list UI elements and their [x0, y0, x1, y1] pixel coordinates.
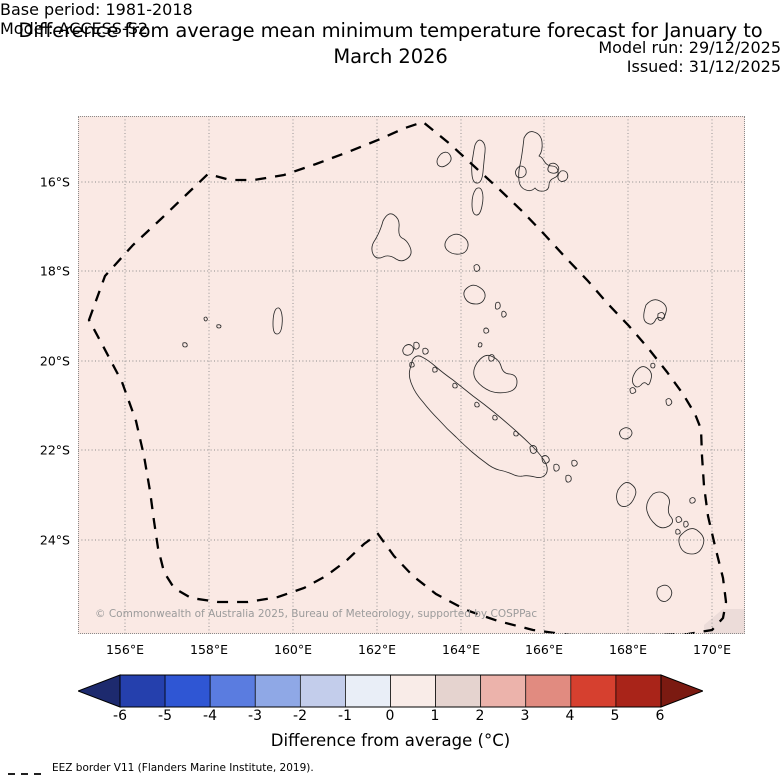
colorbar-axis-label: Difference from average (°C) — [270, 731, 511, 750]
coastline-vanuatu — [371, 131, 569, 394]
cbtick-label-3: 3 — [520, 708, 530, 724]
copyright-text: © Commonwealth of Australia 2025, Bureau… — [95, 608, 538, 620]
eez-border — [87, 120, 728, 634]
xtick-label-170e: 170°E — [692, 642, 732, 657]
contour-region-1to2 — [704, 609, 745, 634]
ytick-label-18s: 18°S — [39, 263, 70, 279]
colorbar-segment — [480, 674, 527, 708]
model-text: Model: ACCESS-S2 — [0, 19, 149, 38]
coastline-western-reefs — [182, 307, 283, 348]
base-period-text: Base period: 1981-2018 — [0, 0, 193, 19]
cbtick-label-2: 2 — [475, 708, 485, 724]
cbtick-label-1: 1 — [430, 708, 440, 724]
cbtick-label--1: -1 — [338, 708, 352, 724]
cbtick-label--6: -6 — [113, 708, 127, 724]
xtick-label-160e: 160°E — [273, 642, 313, 657]
xtick-label-162e: 162°E — [357, 642, 397, 657]
colorbar-arrow-over — [660, 674, 703, 708]
cbtick-label-4: 4 — [565, 708, 575, 724]
colorbar-segment — [570, 674, 617, 708]
map-gridlines — [78, 116, 745, 634]
coastline-loyalty-islands — [616, 482, 705, 603]
xtick-label-158e: 158°E — [189, 642, 229, 657]
model-run-text: Model run: 29/12/2025 — [598, 38, 781, 57]
colorbar — [78, 674, 703, 708]
cbtick-label-6: 6 — [655, 708, 665, 724]
colorbar-segment — [435, 674, 482, 708]
metadata-right: Model run: 29/12/2025 Issued: 31/12/2025 — [0, 38, 781, 76]
colorbar-arrow-under — [78, 674, 121, 708]
footer-text: EEZ border V11 (Flanders Marine Institut… — [52, 762, 314, 774]
colorbar-segment — [390, 674, 436, 708]
xtick-label-168e: 168°E — [608, 642, 648, 657]
xtick-label-164e: 164°E — [441, 642, 481, 657]
colorbar-segment — [254, 674, 301, 708]
colorbar-segment — [119, 674, 166, 708]
ytick-label-16s: 16°S — [39, 174, 70, 190]
cbtick-label-5: 5 — [610, 708, 620, 724]
dashed-line-icon — [8, 773, 46, 775]
coastline-new-caledonia — [402, 341, 578, 483]
colorbar-segment — [525, 674, 572, 708]
xtick-label-166e: 166°E — [524, 642, 564, 657]
colorbar-graphics — [78, 674, 703, 708]
cbtick-label--5: -5 — [158, 708, 172, 724]
map-plot-area: © Commonwealth of Australia 2025, Bureau… — [78, 116, 745, 634]
ytick-label-20s: 20°S — [39, 353, 70, 369]
issued-text: Issued: 31/12/2025 — [626, 57, 781, 76]
colorbar-segment — [164, 674, 211, 708]
xtick-label-156e: 156°E — [105, 642, 145, 657]
cbtick-label--4: -4 — [203, 708, 217, 724]
cbtick-label--2: -2 — [293, 708, 307, 724]
cbtick-label-0: 0 — [385, 708, 395, 724]
colorbar-segment — [299, 674, 346, 708]
footer-legend: EEZ border V11 (Flanders Marine Institut… — [8, 762, 314, 775]
cbtick-label--3: -3 — [248, 708, 262, 724]
page-title: Difference from average mean minimum tem… — [18, 19, 763, 68]
colorbar-segment — [615, 674, 662, 708]
ytick-label-22s: 22°S — [39, 442, 70, 458]
metadata-left: Base period: 1981-2018 Model: ACCESS-S2 — [0, 0, 781, 38]
map-graphics — [78, 116, 745, 634]
eez-dash-icon — [8, 767, 46, 775]
colorbar-segment — [345, 674, 391, 708]
colorbar-outline — [119, 674, 662, 708]
colorbar-segment — [209, 674, 256, 708]
ytick-label-24s: 24°S — [39, 532, 70, 548]
colorbar-segments — [119, 674, 662, 708]
coastline-eastern-islets — [619, 299, 696, 504]
